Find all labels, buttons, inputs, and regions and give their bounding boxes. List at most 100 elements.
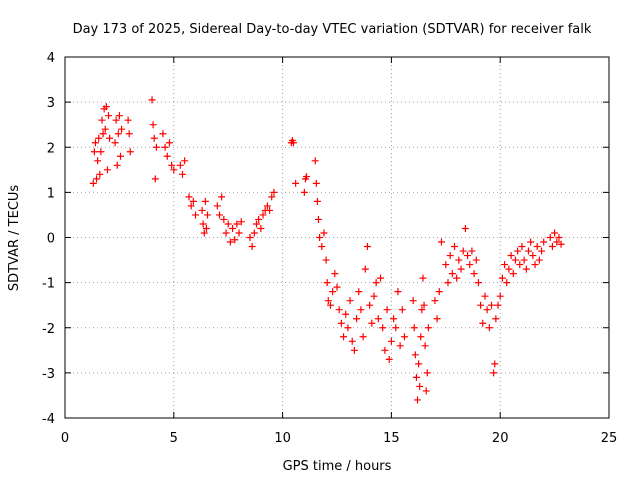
data-point [235, 229, 243, 237]
data-point [412, 373, 420, 381]
data-point [372, 279, 380, 287]
data-point [477, 301, 485, 309]
data-point [303, 173, 311, 181]
data-point [540, 238, 548, 246]
data-point [379, 324, 387, 332]
data-point [270, 188, 278, 196]
data-point [548, 243, 556, 251]
x-tick-label: 10 [274, 431, 291, 446]
data-point [89, 179, 97, 187]
y-tick-labels: -4 -3 -2 -1 0 1 2 3 4 [42, 51, 55, 427]
data-point [312, 179, 320, 187]
data-point [263, 202, 271, 210]
data-point [468, 247, 476, 255]
data-point [496, 292, 504, 300]
data-point [170, 166, 178, 174]
data-point [324, 297, 332, 305]
data-point [481, 292, 489, 300]
data-point [248, 243, 256, 251]
data-point [359, 333, 367, 341]
data-point [415, 360, 423, 368]
data-point [518, 243, 526, 251]
data-point [114, 130, 122, 138]
x-tick-label: 5 [170, 431, 178, 446]
data-point [148, 96, 156, 104]
x-tick-label: 0 [61, 431, 69, 446]
data-point [252, 220, 260, 228]
data-point [346, 297, 354, 305]
y-tick-label: 3 [47, 96, 55, 111]
data-point [390, 315, 398, 323]
data-point [557, 240, 565, 248]
data-point [509, 270, 517, 278]
x-axis-label: GPS time / hours [283, 459, 392, 474]
data-point [213, 202, 221, 210]
data-point [204, 211, 212, 219]
data-point [422, 387, 430, 395]
data-point [255, 215, 263, 223]
data-point [101, 125, 109, 133]
data-point [487, 301, 495, 309]
data-point [514, 247, 522, 255]
data-point [505, 265, 513, 273]
data-point [163, 152, 171, 160]
data-point [507, 252, 515, 260]
data-point [151, 175, 159, 183]
x-tick-label: 20 [492, 431, 509, 446]
data-points [89, 96, 565, 404]
data-point [335, 306, 343, 314]
data-point [150, 134, 158, 142]
data-point [96, 170, 104, 178]
data-point [492, 315, 500, 323]
data-point [381, 346, 389, 354]
data-point [97, 148, 105, 156]
data-point [491, 360, 499, 368]
data-point [215, 211, 223, 219]
data-point [226, 238, 234, 246]
data-point [524, 247, 532, 255]
data-point [125, 130, 133, 138]
data-point [409, 297, 417, 305]
data-point [546, 234, 554, 241]
data-point [168, 161, 176, 169]
y-tick-label: 2 [47, 141, 55, 156]
data-point [466, 261, 474, 269]
data-point [472, 256, 480, 264]
data-point [531, 261, 539, 269]
data-point [333, 283, 341, 291]
data-point [370, 292, 378, 300]
data-point [220, 215, 228, 223]
data-point [368, 319, 376, 327]
data-point [453, 274, 461, 282]
data-point [494, 301, 502, 309]
data-point [535, 256, 543, 264]
data-point [366, 301, 374, 309]
data-point [181, 157, 189, 165]
data-point [355, 288, 363, 296]
data-point [527, 238, 535, 246]
data-point [516, 261, 524, 269]
data-point [501, 261, 509, 269]
x-tick-label: 25 [601, 431, 618, 446]
data-point [394, 288, 402, 296]
data-point [199, 220, 207, 228]
data-point [200, 229, 208, 237]
data-point [179, 170, 187, 178]
data-point [340, 333, 348, 341]
data-point [266, 206, 274, 214]
data-point [313, 197, 321, 205]
data-point [187, 202, 195, 210]
data-point [103, 166, 111, 174]
data-point [176, 161, 184, 169]
data-point [224, 220, 232, 228]
x-tick-labels: 0 5 10 15 20 25 [61, 431, 617, 446]
data-point [398, 306, 406, 314]
data-point [411, 351, 419, 359]
data-point [337, 319, 345, 327]
data-point [444, 279, 452, 287]
data-point [533, 243, 541, 251]
data-point [522, 265, 530, 273]
data-point [320, 229, 328, 237]
axis-ticks [64, 56, 610, 419]
data-point [95, 134, 103, 142]
